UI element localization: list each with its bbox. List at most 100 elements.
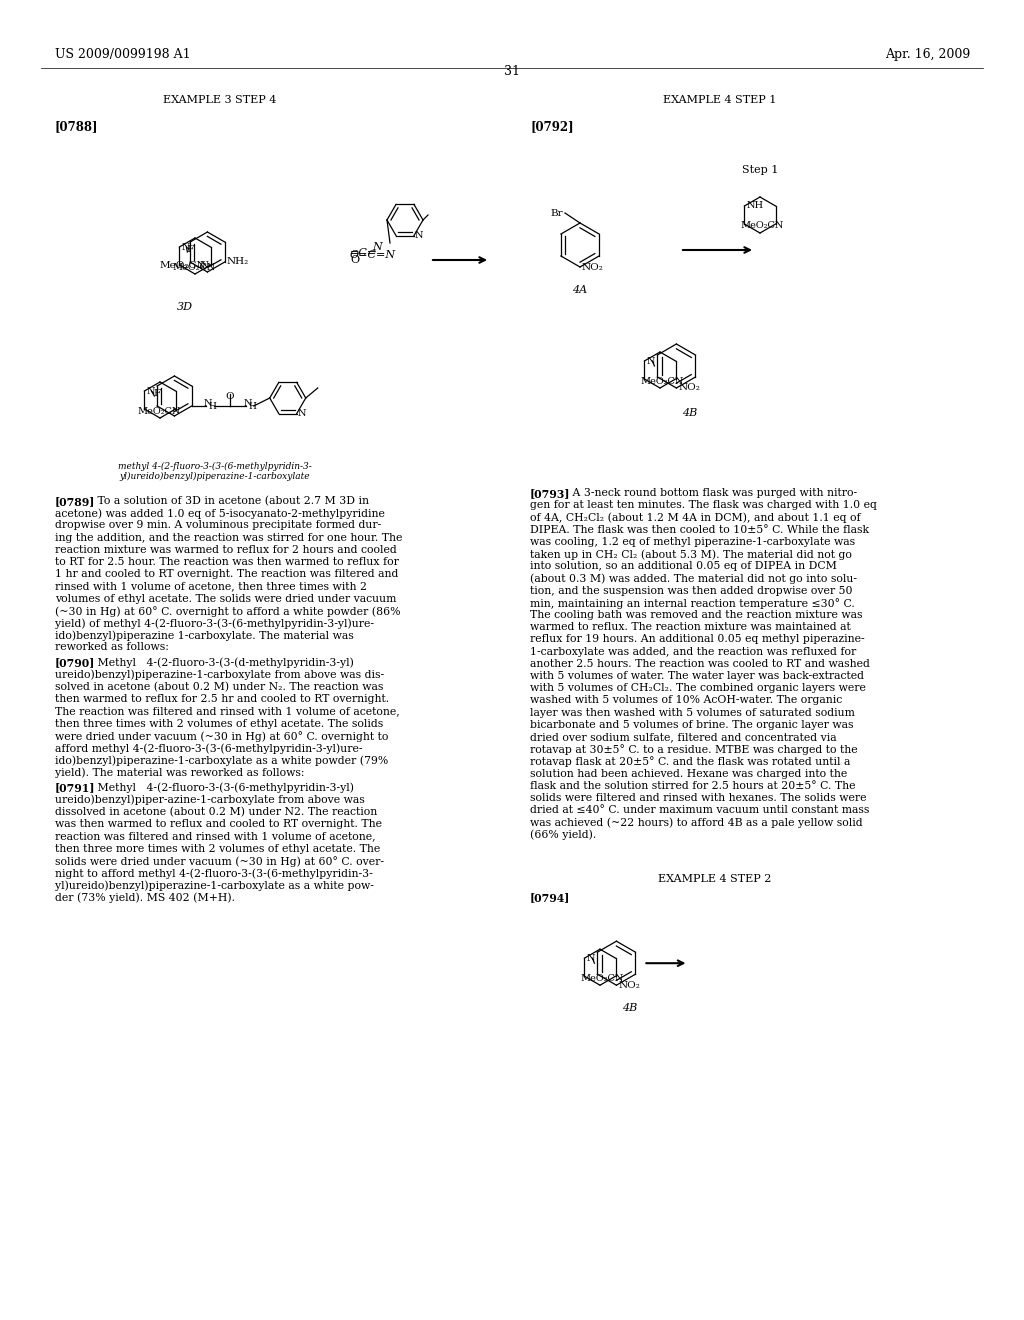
Text: NH: NH — [746, 202, 764, 210]
Text: O=C=N: O=C=N — [350, 249, 396, 260]
Text: night to afford methyl 4-(2-fluoro-3-(3-(6-methylpyridin-3-: night to afford methyl 4-(2-fluoro-3-(3-… — [55, 869, 373, 879]
Text: DIPEA. The flask was then cooled to 10±5° C. While the flask: DIPEA. The flask was then cooled to 10±5… — [530, 524, 869, 535]
Text: [0790]: [0790] — [55, 657, 95, 669]
Text: Methyl   4-(2-fluoro-3-(3-(d-methylpyridin-3-yl): Methyl 4-(2-fluoro-3-(3-(d-methylpyridin… — [87, 657, 354, 668]
Text: N: N — [298, 409, 306, 418]
Text: another 2.5 hours. The reaction was cooled to RT and washed: another 2.5 hours. The reaction was cool… — [530, 659, 869, 669]
Text: was cooling, 1.2 eq of methyl piperazine-1-carboxylate was: was cooling, 1.2 eq of methyl piperazine… — [530, 537, 855, 546]
Text: yl)ureido)benzyl)piperazine-1-carboxylate: yl)ureido)benzyl)piperazine-1-carboxylat… — [120, 473, 310, 480]
Text: min, maintaining an internal reaction temperature ≤30° C.: min, maintaining an internal reaction te… — [530, 598, 855, 609]
Text: washed with 5 volumes of 10% AcOH-water. The organic: washed with 5 volumes of 10% AcOH-water.… — [530, 696, 843, 705]
Text: gen for at least ten minutes. The flask was charged with 1.0 eq: gen for at least ten minutes. The flask … — [530, 500, 877, 511]
Text: with 5 volumes of water. The water layer was back-extracted: with 5 volumes of water. The water layer… — [530, 671, 864, 681]
Text: der (73% yield). MS 402 (M+H).: der (73% yield). MS 402 (M+H). — [55, 892, 234, 903]
Text: (66% yield).: (66% yield). — [530, 829, 596, 840]
Text: Apr. 16, 2009: Apr. 16, 2009 — [885, 48, 970, 61]
Text: =C=: =C= — [349, 248, 377, 257]
Text: reaction was filtered and rinsed with 1 volume of acetone,: reaction was filtered and rinsed with 1 … — [55, 832, 376, 841]
Text: O: O — [225, 392, 234, 401]
Text: were dried under vacuum (~30 in Hg) at 60° C. overnight to: were dried under vacuum (~30 in Hg) at 6… — [55, 731, 388, 742]
Text: MeO₂CN: MeO₂CN — [581, 974, 624, 982]
Text: afford methyl 4-(2-fluoro-3-(3-(6-methylpyridin-3-yl)ure-: afford methyl 4-(2-fluoro-3-(3-(6-methyl… — [55, 743, 362, 754]
Text: EXAMPLE 3 STEP 4: EXAMPLE 3 STEP 4 — [163, 95, 276, 106]
Text: warmed to reflux. The reaction mixture was maintained at: warmed to reflux. The reaction mixture w… — [530, 622, 851, 632]
Text: Methyl   4-(2-fluoro-3-(3-(6-methylpyridin-3-yl): Methyl 4-(2-fluoro-3-(3-(6-methylpyridin… — [87, 783, 354, 793]
Text: then three times with 2 volumes of ethyl acetate. The solids: then three times with 2 volumes of ethyl… — [55, 718, 383, 729]
Text: reaction mixture was warmed to reflux for 2 hours and cooled: reaction mixture was warmed to reflux fo… — [55, 545, 396, 554]
Text: Step 1: Step 1 — [741, 165, 778, 176]
Text: MeO₂CN: MeO₂CN — [173, 263, 216, 272]
Text: rinsed with 1 volume of acetone, then three times with 2: rinsed with 1 volume of acetone, then th… — [55, 581, 367, 591]
Text: N: N — [372, 242, 382, 252]
Text: rotavap flask at 20±5° C. and the flask was rotated until a: rotavap flask at 20±5° C. and the flask … — [530, 756, 850, 767]
Text: layer was then washed with 5 volumes of saturated sodium: layer was then washed with 5 volumes of … — [530, 708, 855, 718]
Text: NH₂: NH₂ — [226, 257, 249, 267]
Text: taken up in CH₂ Cl₂ (about 5.3 M). The material did not go: taken up in CH₂ Cl₂ (about 5.3 M). The m… — [530, 549, 852, 560]
Text: EXAMPLE 4 STEP 1: EXAMPLE 4 STEP 1 — [664, 95, 776, 106]
Text: O: O — [350, 255, 359, 265]
Text: methyl 4-(2-fluoro-3-(3-(6-methylpyridin-3-: methyl 4-(2-fluoro-3-(3-(6-methylpyridin… — [118, 462, 312, 471]
Text: rotavap at 30±5° C. to a residue. MTBE was charged to the: rotavap at 30±5° C. to a residue. MTBE w… — [530, 744, 858, 755]
Text: flask and the solution stirred for 2.5 hours at 20±5° C. The: flask and the solution stirred for 2.5 h… — [530, 781, 855, 791]
Text: 4B: 4B — [623, 1003, 638, 1014]
Text: F: F — [186, 246, 194, 253]
Text: A 3-neck round bottom flask was purged with nitro-: A 3-neck round bottom flask was purged w… — [562, 488, 857, 498]
Text: into solution, so an additional 0.05 eq of DIPEA in DCM: into solution, so an additional 0.05 eq … — [530, 561, 837, 572]
Text: then three more times with 2 volumes of ethyl acetate. The: then three more times with 2 volumes of … — [55, 843, 380, 854]
Text: dried at ≤40° C. under maximum vacuum until constant mass: dried at ≤40° C. under maximum vacuum un… — [530, 805, 869, 816]
Text: tion, and the suspension was then added dropwise over 50: tion, and the suspension was then added … — [530, 586, 853, 595]
Text: MeO₂CN: MeO₂CN — [137, 407, 181, 416]
Text: N: N — [587, 953, 595, 962]
Text: with 5 volumes of CH₂Cl₂. The combined organic layers were: with 5 volumes of CH₂Cl₂. The combined o… — [530, 684, 866, 693]
Text: 4A: 4A — [572, 285, 588, 294]
Text: solids were filtered and rinsed with hexanes. The solids were: solids were filtered and rinsed with hex… — [530, 793, 866, 803]
Text: N: N — [181, 243, 189, 252]
Text: H: H — [209, 403, 217, 411]
Text: N: N — [244, 399, 252, 408]
Text: The reaction was filtered and rinsed with 1 volume of acetone,: The reaction was filtered and rinsed wit… — [55, 706, 399, 717]
Text: [0789]: [0789] — [55, 496, 95, 507]
Text: 4B: 4B — [682, 408, 697, 418]
Text: F: F — [154, 389, 161, 399]
Text: [0791]: [0791] — [55, 783, 95, 793]
Text: Br: Br — [550, 209, 563, 218]
Text: 31: 31 — [504, 65, 520, 78]
Text: [0792]: [0792] — [530, 120, 573, 133]
Text: ing the addition, and the reaction was stirred for one hour. The: ing the addition, and the reaction was s… — [55, 532, 402, 543]
Text: The cooling bath was removed and the reaction mixture was: The cooling bath was removed and the rea… — [530, 610, 862, 620]
Text: yield) of methyl 4-(2-fluoro-3-(3-(6-methylpyridin-3-yl)ure-: yield) of methyl 4-(2-fluoro-3-(3-(6-met… — [55, 618, 374, 628]
Text: bicarbonate and 5 volumes of brine. The organic layer was: bicarbonate and 5 volumes of brine. The … — [530, 719, 853, 730]
Text: ureido)benzyl)piper-azine-1-carboxylate from above was: ureido)benzyl)piper-azine-1-carboxylate … — [55, 795, 365, 805]
Text: [0794]: [0794] — [530, 892, 570, 903]
Text: NO₂: NO₂ — [618, 981, 640, 990]
Text: (~30 in Hg) at 60° C. overnight to afford a white powder (86%: (~30 in Hg) at 60° C. overnight to affor… — [55, 606, 400, 616]
Text: solution had been achieved. Hexane was charged into the: solution had been achieved. Hexane was c… — [530, 768, 847, 779]
Text: dried over sodium sulfate, filtered and concentrated via: dried over sodium sulfate, filtered and … — [530, 733, 837, 742]
Text: N: N — [200, 260, 209, 269]
Text: MeO₂CN: MeO₂CN — [160, 260, 207, 269]
Text: N: N — [415, 231, 424, 240]
Text: reworked as follows:: reworked as follows: — [55, 643, 169, 652]
Text: solids were dried under vacuum (~30 in Hg) at 60° C. over-: solids were dried under vacuum (~30 in H… — [55, 855, 384, 867]
Text: N: N — [204, 399, 212, 408]
Text: was achieved (~22 hours) to afford 4B as a pale yellow solid: was achieved (~22 hours) to afford 4B as… — [530, 817, 862, 828]
Text: ido)benzyl)piperazine 1-carboxylate. The material was: ido)benzyl)piperazine 1-carboxylate. The… — [55, 630, 353, 640]
Text: was then warmed to reflux and cooled to RT overnight. The: was then warmed to reflux and cooled to … — [55, 820, 382, 829]
Text: of 4A, CH₂Cl₂ (about 1.2 M 4A in DCM), and about 1.1 eq of: of 4A, CH₂Cl₂ (about 1.2 M 4A in DCM), a… — [530, 512, 860, 523]
Text: yl)ureido)benzyl)piperazine-1-carboxylate as a white pow-: yl)ureido)benzyl)piperazine-1-carboxylat… — [55, 880, 374, 891]
Text: then warmed to reflux for 2.5 hr and cooled to RT overnight.: then warmed to reflux for 2.5 hr and coo… — [55, 694, 389, 704]
Text: ido)benzyl)piperazine-1-carboxylate as a white powder (79%: ido)benzyl)piperazine-1-carboxylate as a… — [55, 755, 388, 766]
Text: acetone) was added 1.0 eq of 5-isocyanato-2-methylpyridine: acetone) was added 1.0 eq of 5-isocyanat… — [55, 508, 385, 519]
Text: 3D: 3D — [177, 302, 193, 312]
Text: volumes of ethyl acetate. The solids were dried under vacuum: volumes of ethyl acetate. The solids wer… — [55, 594, 396, 603]
Text: reflux for 19 hours. An additional 0.05 eq methyl piperazine-: reflux for 19 hours. An additional 0.05 … — [530, 635, 864, 644]
Text: [0788]: [0788] — [55, 120, 98, 133]
Text: MeO₂CN: MeO₂CN — [641, 376, 684, 385]
Text: dissolved in acetone (about 0.2 M) under N2. The reaction: dissolved in acetone (about 0.2 M) under… — [55, 807, 377, 817]
Text: [0793]: [0793] — [530, 488, 570, 499]
Text: MeO₂CN: MeO₂CN — [740, 222, 784, 231]
Text: EXAMPLE 4 STEP 2: EXAMPLE 4 STEP 2 — [658, 874, 772, 884]
Text: US 2009/0099198 A1: US 2009/0099198 A1 — [55, 48, 190, 61]
Text: ureido)benzyl)piperazine-1-carboxylate from above was dis-: ureido)benzyl)piperazine-1-carboxylate f… — [55, 669, 384, 680]
Text: dropwise over 9 min. A voluminous precipitate formed dur-: dropwise over 9 min. A voluminous precip… — [55, 520, 381, 531]
